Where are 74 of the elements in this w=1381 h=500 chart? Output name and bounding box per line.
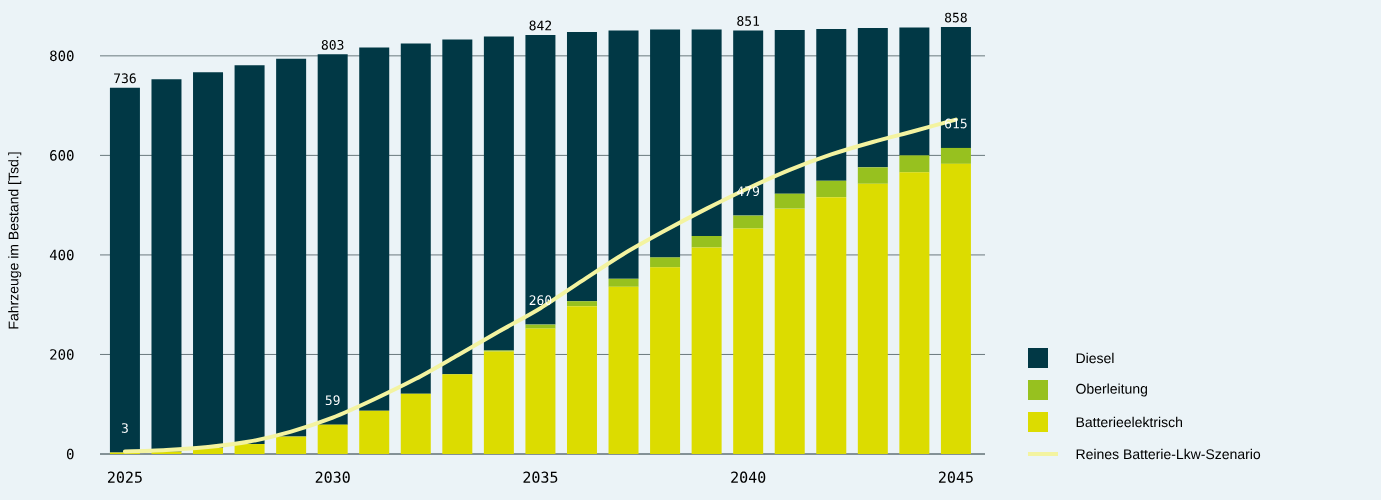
- x-tick-label: 2040: [731, 471, 766, 483]
- bar: [940, 26, 971, 148]
- annotation: 59: [325, 395, 340, 406]
- bar: [400, 43, 431, 394]
- bar: [857, 27, 888, 168]
- legend-label: Reines Batterie-Lkw-Szenario: [1076, 448, 1261, 460]
- bar: [940, 147, 971, 164]
- annotation: 260: [529, 295, 552, 306]
- bar: [857, 183, 888, 454]
- bar: [234, 65, 265, 445]
- bar: [691, 236, 722, 248]
- total-label: 803: [321, 40, 344, 50]
- y-tick-label: 600: [50, 150, 74, 161]
- bar: [816, 180, 847, 198]
- bar: [691, 29, 722, 237]
- bar: [276, 58, 307, 437]
- bar: [193, 72, 224, 449]
- bar: [442, 374, 473, 454]
- bar: [276, 436, 307, 454]
- y-tick-label: 800: [50, 50, 74, 62]
- bar: [525, 34, 556, 325]
- x-tick-label: 2025: [107, 471, 142, 483]
- bar: [691, 247, 722, 454]
- bar: [857, 167, 888, 184]
- x-tick-label: 2045: [938, 471, 973, 483]
- total-label: 736: [114, 73, 136, 84]
- bar: [733, 215, 764, 229]
- bar: [774, 193, 805, 209]
- y-axis-title: Fahrzeuge im Bestand [Tsd.]: [8, 152, 22, 329]
- y-tick-label: 400: [49, 249, 74, 261]
- bar: [899, 155, 930, 173]
- bar: [650, 257, 681, 268]
- bar: [317, 54, 348, 425]
- bar: [442, 39, 473, 375]
- bar: [317, 424, 348, 454]
- bar: [566, 31, 597, 302]
- bar: [816, 197, 847, 454]
- total-label: 858: [945, 12, 967, 23]
- legend-label: Batterieelektrisch: [1076, 416, 1182, 428]
- legend-label: Diesel: [1076, 352, 1114, 364]
- bar: [234, 444, 265, 454]
- bar: [650, 29, 681, 258]
- bar: [940, 163, 971, 454]
- bar: [359, 47, 390, 411]
- bar: [566, 301, 597, 307]
- total-label: 851: [737, 16, 760, 26]
- x-tick-label: 2030: [315, 471, 350, 483]
- bar: [650, 267, 681, 454]
- bar: [774, 208, 805, 454]
- bar: [400, 393, 431, 454]
- bar: [608, 30, 639, 279]
- bar: [566, 306, 597, 454]
- y-tick-label: 0: [66, 448, 74, 460]
- legend-label: Oberleitung: [1076, 383, 1148, 397]
- bar: [733, 30, 764, 216]
- bar: [483, 36, 514, 351]
- bar: [899, 27, 930, 156]
- annotation: 3: [121, 423, 128, 433]
- total-label: 842: [529, 20, 552, 31]
- bar: [525, 324, 556, 329]
- x-tick-label: 2035: [523, 471, 558, 483]
- bar: [525, 328, 556, 454]
- bar: [151, 79, 182, 452]
- bar: [899, 172, 930, 454]
- bar: [608, 286, 639, 454]
- bar: [109, 87, 140, 453]
- bar: [774, 29, 805, 194]
- bar: [359, 410, 390, 454]
- bar: [816, 28, 847, 181]
- bar: [733, 228, 764, 454]
- annotation: 615: [945, 118, 967, 129]
- bar: [608, 278, 639, 287]
- bar: [483, 351, 514, 454]
- y-tick-label: 200: [50, 349, 74, 360]
